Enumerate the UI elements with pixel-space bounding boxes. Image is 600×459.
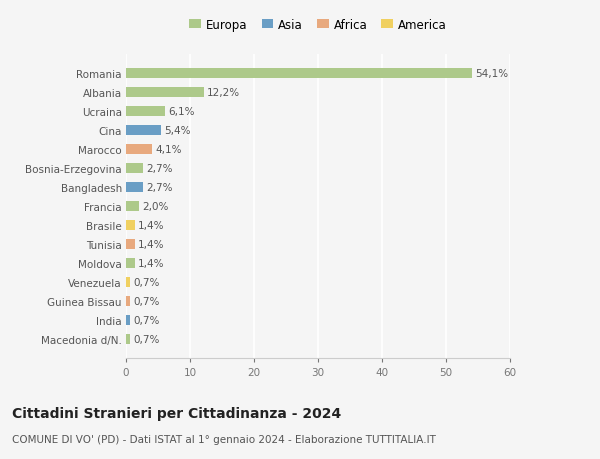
- Text: 6,1%: 6,1%: [168, 107, 195, 117]
- Text: 2,7%: 2,7%: [146, 183, 173, 193]
- Bar: [126, 258, 135, 269]
- Text: 2,7%: 2,7%: [146, 164, 173, 174]
- Bar: [126, 315, 130, 325]
- Text: 0,7%: 0,7%: [134, 277, 160, 287]
- Bar: [126, 334, 130, 344]
- Text: 12,2%: 12,2%: [207, 88, 241, 98]
- Text: 0,7%: 0,7%: [134, 296, 160, 306]
- Bar: [126, 277, 130, 287]
- Text: Cittadini Stranieri per Cittadinanza - 2024: Cittadini Stranieri per Cittadinanza - 2…: [12, 406, 341, 420]
- Legend: Europa, Asia, Africa, America: Europa, Asia, Africa, America: [190, 18, 446, 32]
- Bar: [126, 239, 135, 250]
- Text: 0,7%: 0,7%: [134, 334, 160, 344]
- Bar: [126, 182, 143, 193]
- Text: 1,4%: 1,4%: [138, 258, 164, 269]
- Text: 0,7%: 0,7%: [134, 315, 160, 325]
- Text: 4,1%: 4,1%: [155, 145, 182, 155]
- Bar: [126, 88, 204, 98]
- Text: 2,0%: 2,0%: [142, 202, 169, 212]
- Text: COMUNE DI VO' (PD) - Dati ISTAT al 1° gennaio 2024 - Elaborazione TUTTITALIA.IT: COMUNE DI VO' (PD) - Dati ISTAT al 1° ge…: [12, 434, 436, 444]
- Bar: [126, 126, 161, 136]
- Bar: [126, 69, 472, 79]
- Text: 1,4%: 1,4%: [138, 220, 164, 230]
- Text: 54,1%: 54,1%: [475, 69, 509, 79]
- Text: 5,4%: 5,4%: [164, 126, 190, 136]
- Bar: [126, 296, 130, 307]
- Bar: [126, 163, 143, 174]
- Bar: [126, 220, 135, 231]
- Bar: [126, 145, 152, 155]
- Bar: [126, 106, 165, 117]
- Text: 1,4%: 1,4%: [138, 240, 164, 249]
- Bar: [126, 202, 139, 212]
